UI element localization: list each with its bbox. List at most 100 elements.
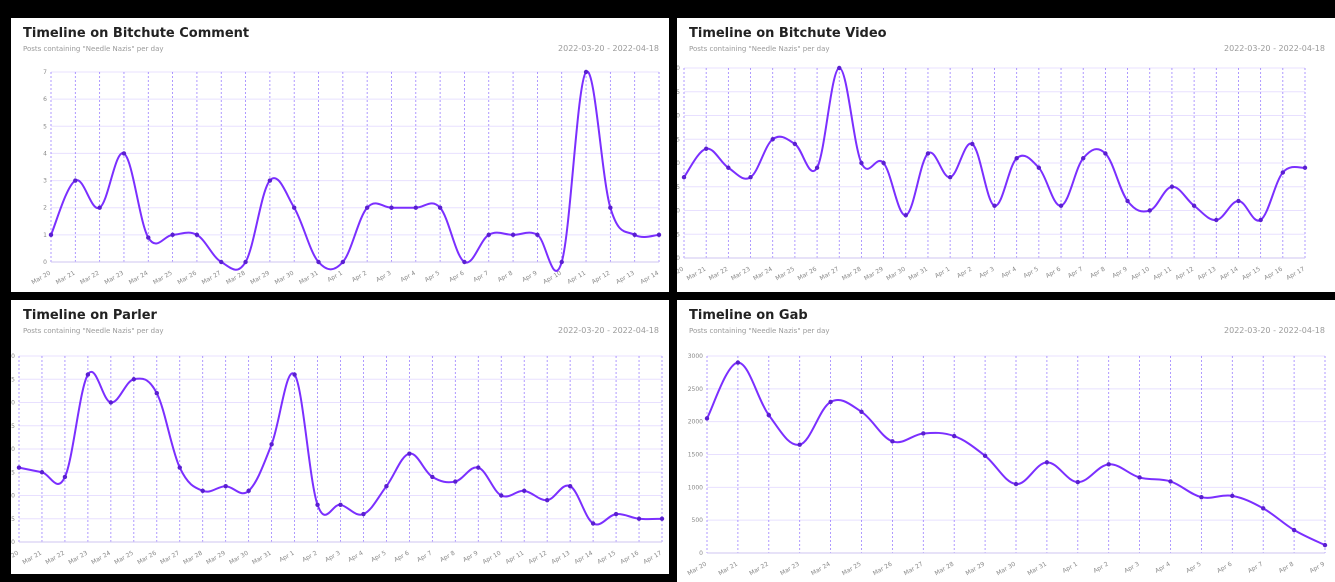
x-tick-label: Apr 16: [1263, 266, 1284, 282]
x-tick-label: Mar 27: [159, 550, 181, 567]
data-point: [121, 151, 127, 156]
data-point: [486, 232, 491, 238]
y-tick-label: 1500: [688, 452, 703, 459]
data-point: [246, 488, 251, 494]
data-point: [315, 502, 320, 507]
data-point: [952, 433, 957, 439]
data-point: [1258, 217, 1263, 223]
x-tick-label: Mar 30: [885, 266, 907, 283]
x-tick-label: Mar 25: [113, 550, 135, 567]
x-tick-label: Apr 12: [1174, 266, 1195, 282]
x-tick-label: Apr 13: [615, 270, 636, 286]
y-tick-label: 500: [692, 517, 704, 524]
x-tick-label: Apr 8: [439, 550, 457, 564]
data-point: [194, 232, 200, 238]
data-point: [1044, 460, 1050, 465]
data-point: [73, 178, 78, 183]
y-tick-label: 0: [43, 259, 47, 266]
x-tick-label: Mar 22: [708, 266, 730, 283]
x-tick-label: Mar 30: [995, 561, 1017, 578]
data-point: [243, 259, 248, 265]
x-tick-label: Mar 21: [21, 550, 43, 567]
data-point: [925, 151, 931, 156]
y-tick-label: 25: [677, 136, 680, 143]
data-point: [1058, 203, 1064, 208]
x-tick-label: Apr 10: [542, 270, 563, 286]
x-tick-label: Mar 22: [79, 270, 101, 287]
data-point: [703, 146, 709, 151]
x-tick-label: Mar 21: [686, 266, 708, 283]
data-point: [1191, 203, 1197, 208]
data-point: [1169, 184, 1175, 189]
x-tick-label: Apr 5: [1185, 561, 1203, 575]
data-point: [947, 175, 953, 180]
x-tick-label: Apr 9: [462, 550, 480, 564]
x-tick-label: Apr 4: [347, 550, 365, 564]
data-point: [219, 259, 224, 265]
data-point: [559, 259, 564, 265]
data-point: [146, 235, 151, 240]
y-tick-label: 30: [677, 113, 680, 120]
y-tick-label: 1: [43, 232, 47, 239]
data-point: [177, 465, 182, 470]
data-point: [613, 511, 619, 517]
x-tick-label: Apr 3: [375, 270, 393, 284]
data-point: [982, 453, 988, 459]
x-tick-label: Mar 31: [907, 266, 929, 283]
data-point: [814, 165, 820, 170]
x-tick-label: Apr 3: [324, 550, 342, 564]
data-point: [292, 372, 297, 377]
data-point: [535, 232, 540, 238]
data-point: [170, 232, 175, 238]
data-point: [430, 474, 435, 480]
x-tick-label: Mar 22: [748, 561, 770, 578]
x-tick-label: Mar 24: [810, 561, 832, 578]
data-point: [797, 442, 802, 447]
date-range: 2022-03-20 - 2022-04-18: [558, 44, 659, 53]
y-tick-label: 2500: [688, 386, 703, 393]
x-tick-label: Mar 27: [819, 266, 841, 283]
x-tick-label: Apr 8: [1278, 561, 1296, 575]
y-tick-label: 15: [11, 469, 15, 476]
x-tick-label: Apr 13: [1197, 266, 1218, 282]
data-point: [881, 160, 886, 166]
data-point: [828, 399, 833, 405]
data-point: [1075, 479, 1080, 485]
x-tick-label: Mar 26: [872, 561, 894, 578]
x-tick-label: Apr 1: [1061, 561, 1079, 575]
x-tick-label: Apr 7: [1067, 266, 1085, 280]
x-tick-label: Apr 6: [448, 270, 466, 284]
data-point: [792, 141, 798, 147]
data-point: [1168, 479, 1173, 484]
x-tick-label: Mar 31: [298, 270, 320, 287]
x-tick-label: Mar 21: [717, 561, 739, 578]
data-point: [992, 203, 997, 208]
x-tick-label: Apr 11: [1152, 266, 1173, 282]
data-point: [681, 175, 687, 180]
y-tick-label: 1000: [688, 484, 703, 491]
data-point: [340, 259, 346, 265]
x-tick-label: Apr 14: [1219, 266, 1240, 282]
x-tick-label: Apr 12: [527, 550, 548, 566]
data-point: [154, 391, 159, 396]
x-tick-label: Mar 25: [774, 266, 796, 283]
x-tick-label: Apr 6: [1216, 561, 1234, 575]
data-point: [361, 511, 366, 517]
x-tick-label: Mar 27: [201, 270, 223, 287]
x-tick-label: Mar 29: [205, 550, 227, 567]
y-tick-label: 4: [43, 150, 47, 157]
x-tick-label: Apr 2: [956, 266, 974, 280]
y-tick-label: 30: [11, 400, 15, 407]
data-point: [1147, 208, 1152, 213]
data-point: [223, 484, 228, 489]
x-tick-label: Apr 15: [596, 550, 617, 566]
x-tick-label: Apr 6: [1045, 266, 1063, 280]
x-tick-label: Mar 23: [103, 270, 125, 287]
data-point: [1013, 481, 1019, 487]
data-point: [48, 232, 54, 238]
y-tick-label: 20: [677, 160, 680, 167]
data-point: [1302, 165, 1308, 170]
x-tick-label: Apr 15: [1241, 266, 1262, 282]
x-tick-label: Apr 17: [642, 550, 663, 566]
